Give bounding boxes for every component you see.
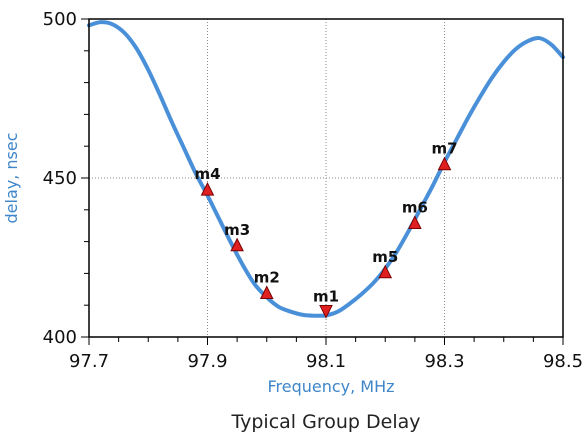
- marker-m7-triangle: [437, 156, 452, 171]
- x-axis-title: Frequency, MHz: [267, 377, 394, 396]
- marker-layer: m1 m2 m3 m4 m5 m6 m7: [194, 140, 458, 319]
- y-tick-label: 400: [43, 327, 77, 348]
- y-tick-label: 450: [43, 168, 77, 189]
- x-tick-label: 97.7: [69, 351, 109, 372]
- marker-m1-label: m1: [313, 288, 339, 306]
- chart-title: Typical Group Delay: [230, 411, 420, 433]
- marker-m5-triangle: [378, 264, 393, 279]
- x-tick-label: 97.9: [187, 351, 227, 372]
- marker-m4-label: m4: [194, 165, 220, 183]
- grid-lines: [89, 19, 563, 337]
- marker-m7-label: m7: [431, 140, 457, 158]
- tick-layer: 97.7 97.9 98.1 98.3 98.5 400 450 500: [43, 9, 583, 372]
- marker-m3-triangle: [230, 237, 244, 252]
- marker-m6-triangle: [408, 215, 422, 230]
- y-tick-label: 500: [43, 9, 77, 30]
- marker-m2-triangle: [259, 285, 274, 299]
- x-tick-label: 98.5: [543, 351, 583, 372]
- x-tick-label: 98.3: [424, 351, 464, 372]
- marker-m5-label: m5: [372, 248, 398, 266]
- marker-m4-triangle: [200, 182, 215, 196]
- marker-m2-label: m2: [254, 268, 280, 286]
- marker-m3-label: m3: [224, 221, 250, 239]
- y-axis-title: delay, nsec: [2, 132, 21, 223]
- x-tick-label: 98.1: [306, 351, 346, 372]
- marker-m6-label: m6: [402, 199, 428, 217]
- marker-m1-triangle: [319, 305, 333, 319]
